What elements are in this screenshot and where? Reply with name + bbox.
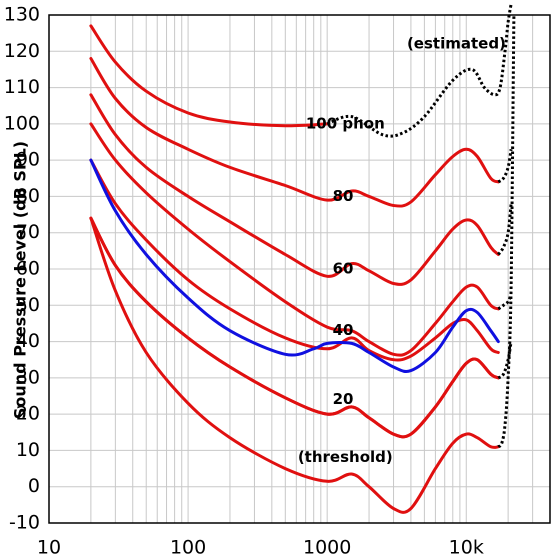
y-tick-label: 90 bbox=[16, 149, 40, 171]
tick-labels: -10 0 10 20 30 40 50 60 70 80 90 100 110 120 130 10 100 1… bbox=[4, 4, 484, 559]
curve-annotations: (estimated) 100 phon 80 60 40 20 (threshold) bbox=[298, 35, 506, 467]
y-tick-label: 110 bbox=[4, 76, 40, 98]
y-axis-label: Sound Pressure Level (dB SPL) bbox=[11, 141, 30, 419]
x-tick-label: 100 bbox=[170, 537, 206, 559]
x-tick-label: 10k bbox=[449, 537, 484, 559]
curve-label: 100 phon bbox=[306, 114, 385, 132]
curve-label: 20 bbox=[333, 390, 354, 408]
y-tick-label: 0 bbox=[28, 475, 40, 497]
plot-border bbox=[48, 14, 551, 524]
curve-label: 60 bbox=[333, 260, 354, 278]
y-tick-label: -10 bbox=[9, 512, 40, 534]
reference-curve-line bbox=[89, 158, 500, 373]
y-tick-label: 40 bbox=[16, 330, 40, 352]
plot-frame bbox=[48, 14, 551, 524]
curve-label: 40 bbox=[333, 321, 354, 339]
y-tick-label: 10 bbox=[16, 439, 40, 461]
data-series bbox=[89, 3, 516, 514]
contour-curve-line bbox=[89, 158, 500, 362]
contour-curve-line bbox=[89, 93, 500, 286]
contour-curve-line bbox=[89, 24, 329, 128]
curve-label: (threshold) bbox=[298, 448, 393, 466]
y-tick-label: 80 bbox=[16, 185, 40, 207]
estimated-curve-line bbox=[497, 14, 516, 449]
y-tick-label: 60 bbox=[16, 258, 40, 280]
y-tick-label: 20 bbox=[16, 403, 40, 425]
estimated-curve-line bbox=[326, 3, 513, 138]
estimated-curve-line bbox=[497, 203, 513, 256]
x-tick-label: 10 bbox=[37, 537, 61, 559]
contour-curve-line bbox=[89, 216, 500, 514]
estimated-curve-line bbox=[497, 149, 513, 184]
y-tick-label: 70 bbox=[16, 221, 40, 243]
contour-curve-line bbox=[89, 122, 500, 357]
y-tick-label: 120 bbox=[4, 40, 40, 62]
y-tick-label: 30 bbox=[16, 366, 40, 388]
curve-label: (estimated) bbox=[407, 35, 506, 53]
curve-label: 80 bbox=[333, 187, 354, 205]
y-tick-label: 100 bbox=[4, 112, 40, 134]
estimated-curve-line bbox=[497, 341, 513, 380]
contour-curve-line bbox=[89, 216, 500, 439]
y-tick-label: 50 bbox=[16, 294, 40, 316]
x-tick-label: 1000 bbox=[303, 537, 351, 559]
y-tick-label: 130 bbox=[4, 4, 40, 26]
contour-curve-line bbox=[89, 57, 500, 208]
